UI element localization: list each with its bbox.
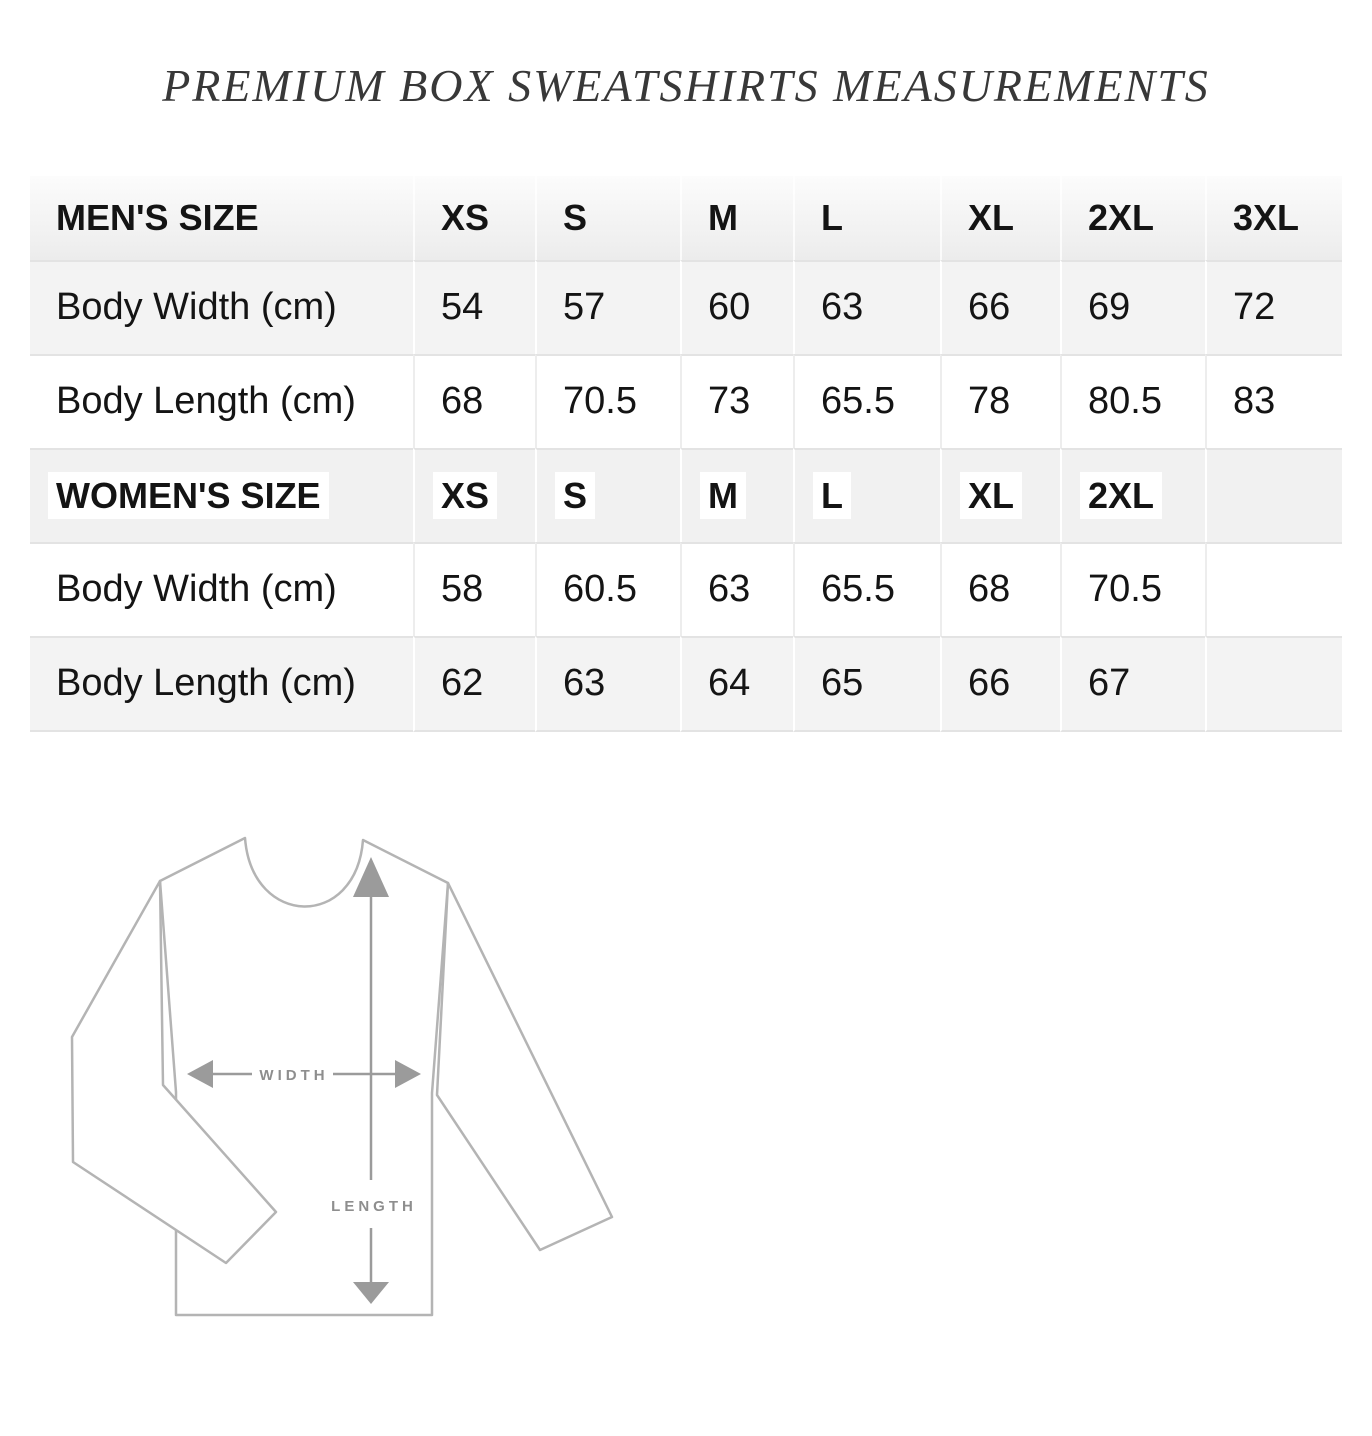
column-header: S (535, 176, 680, 260)
cell-value: 70.5 (535, 354, 680, 448)
length-label: LENGTH (331, 1198, 417, 1215)
cell-value (1205, 636, 1342, 732)
cell-value: 64 (680, 636, 793, 732)
cell-value: 78 (940, 354, 1060, 448)
cell-value: 57 (535, 260, 680, 354)
cell-value: 65 (793, 636, 940, 732)
sweatshirt-left-sleeve-outline (70, 879, 278, 1265)
cell-value: 70.5 (1060, 542, 1205, 636)
cell-value: 66 (940, 260, 1060, 354)
cell-value: 68 (413, 354, 535, 448)
column-header: XS (413, 448, 535, 542)
cell-value: 60.5 (535, 542, 680, 636)
width-label: WIDTH (259, 1067, 328, 1084)
cell-value: 68 (940, 542, 1060, 636)
cell-value: 63 (535, 636, 680, 732)
column-header: 2XL (1060, 448, 1205, 542)
cell-value: 69 (1060, 260, 1205, 354)
column-header: M (680, 176, 793, 260)
cell-value: 54 (413, 260, 535, 354)
cell-value: 65.5 (793, 354, 940, 448)
column-header: L (793, 176, 940, 260)
cell-value: 66 (940, 636, 1060, 732)
row-label: Body Length (cm) (30, 354, 413, 448)
cell-value: 60 (680, 260, 793, 354)
column-header: L (793, 448, 940, 542)
row-label: Body Length (cm) (30, 636, 413, 732)
table-row-womens-header: WOMEN'S SIZE XS S M L XL 2XL (30, 448, 1342, 542)
sweatshirt-diagram: WIDTH LENGTH (60, 820, 660, 1340)
column-header: XL (940, 176, 1060, 260)
column-header: XL (940, 448, 1060, 542)
size-chart-table: MEN'S SIZE XS S M L XL 2XL 3XL Body Widt… (30, 176, 1342, 732)
cell-value: 63 (680, 542, 793, 636)
sweatshirt-right-sleeve-outline (435, 881, 614, 1252)
column-header: M (680, 448, 793, 542)
table-row: Body Width (cm) 54 57 60 63 66 69 72 (30, 260, 1342, 354)
table-row-mens-header: MEN'S SIZE XS S M L XL 2XL 3XL (30, 176, 1342, 260)
row-label: Body Width (cm) (30, 260, 413, 354)
cell-value: 62 (413, 636, 535, 732)
cell-value: 80.5 (1060, 354, 1205, 448)
cell-value: 72 (1205, 260, 1342, 354)
column-header: WOMEN'S SIZE (30, 448, 413, 542)
cell-value: 67 (1060, 636, 1205, 732)
column-header: 2XL (1060, 176, 1205, 260)
column-header: XS (413, 176, 535, 260)
width-arrow-icon (187, 1060, 421, 1088)
column-header: MEN'S SIZE (30, 176, 413, 260)
table-row: Body Length (cm) 68 70.5 73 65.5 78 80.5… (30, 354, 1342, 448)
cell-value: 63 (793, 260, 940, 354)
length-arrow-icon (353, 857, 389, 1304)
table-row: Body Width (cm) 58 60.5 63 65.5 68 70.5 (30, 542, 1342, 636)
column-header: 3XL (1205, 176, 1342, 260)
cell-value (1205, 542, 1342, 636)
cell-value: 65.5 (793, 542, 940, 636)
cell-value: 73 (680, 354, 793, 448)
page-title: PREMIUM BOX SWEATSHIRTS MEASUREMENTS (162, 60, 1210, 111)
cell-value: 58 (413, 542, 535, 636)
column-header: S (535, 448, 680, 542)
cell-value: 83 (1205, 354, 1342, 448)
column-header (1205, 448, 1342, 542)
table-row: Body Length (cm) 62 63 64 65 66 67 (30, 636, 1342, 732)
row-label: Body Width (cm) (30, 542, 413, 636)
